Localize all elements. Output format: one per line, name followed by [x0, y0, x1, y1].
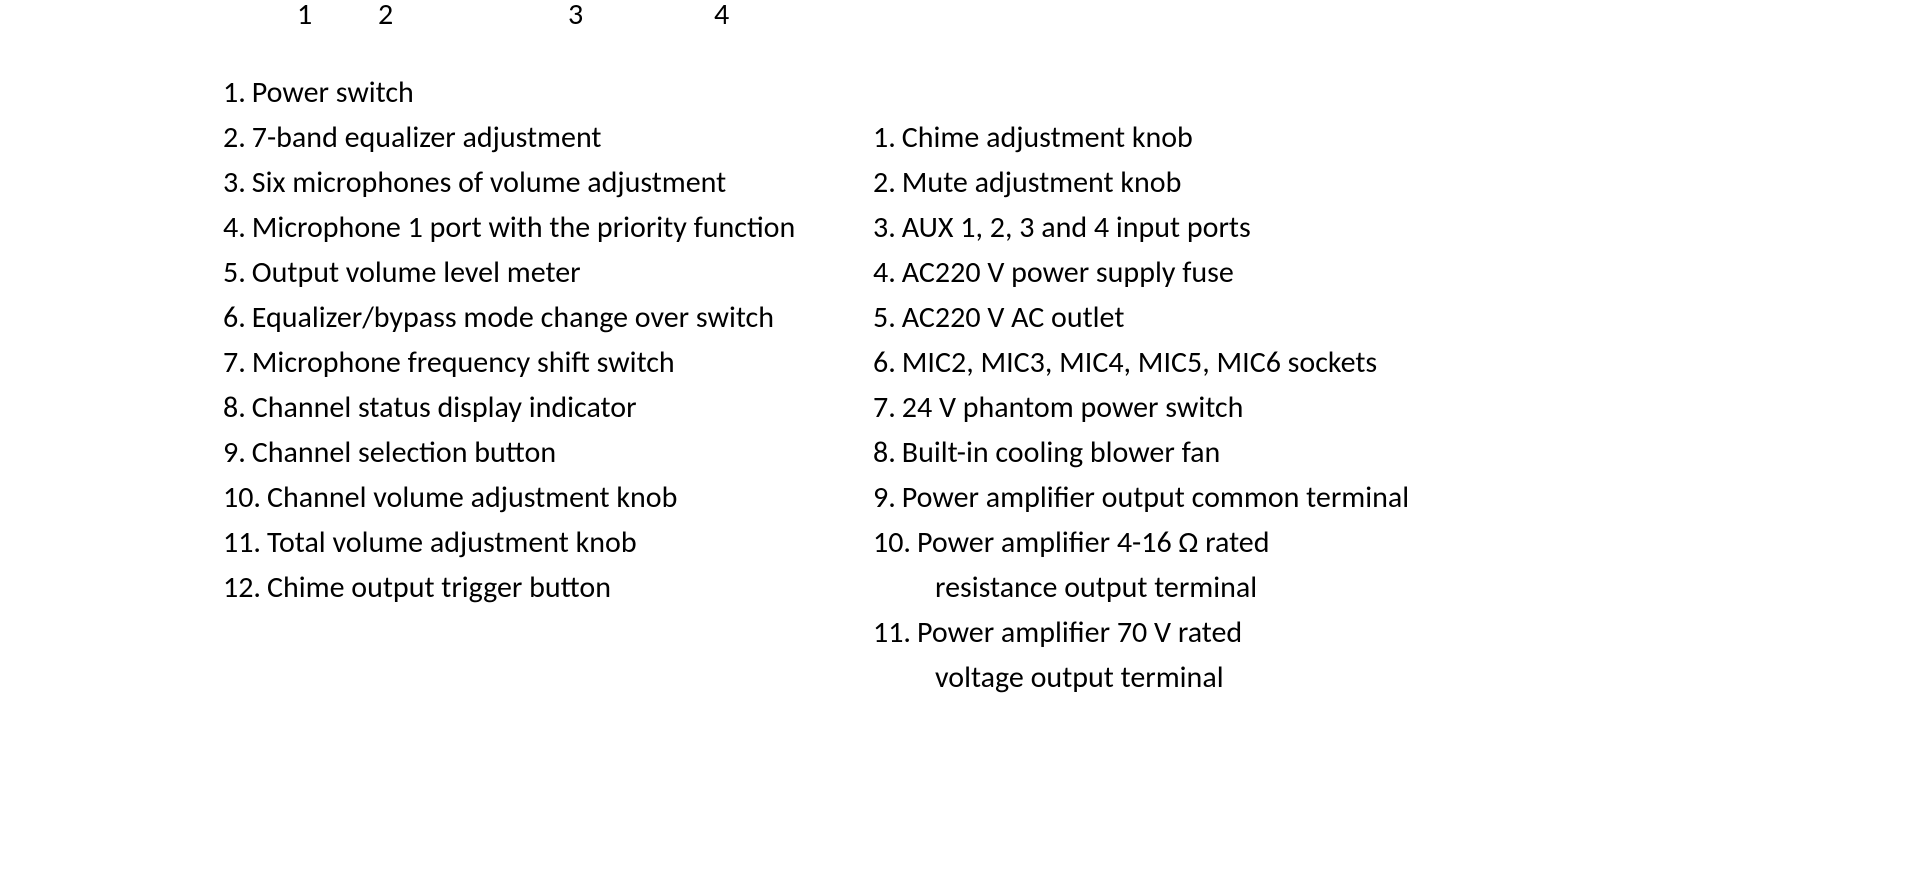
item-number: 4. — [873, 250, 902, 295]
item-text: Mute adjustment knob — [902, 160, 1493, 205]
item-text: Total volume adjustment knob — [267, 520, 843, 565]
list-item: 1. Power switch — [223, 70, 843, 115]
item-number: 8. — [873, 430, 902, 475]
list-item: 5. AC220 V AC outlet — [873, 295, 1493, 340]
item-number: 7. — [873, 385, 902, 430]
item-text: AUX 1, 2, 3 and 4 input ports — [902, 205, 1493, 250]
right-column: 1. Chime adjustment knob 2. Mute adjustm… — [873, 115, 1493, 700]
item-text: Power amplifier 70 V rated — [917, 610, 1493, 655]
list-item: 9. Channel selection button — [223, 430, 843, 475]
item-number: 7. — [223, 340, 252, 385]
item-number: 2. — [223, 115, 252, 160]
list-item: 8. Built-in cooling blower fan — [873, 430, 1493, 475]
item-text: Six microphones of volume adjustment — [252, 160, 843, 205]
list-item: 1. Chime adjustment knob — [873, 115, 1493, 160]
list-item: 3. AUX 1, 2, 3 and 4 input ports — [873, 205, 1493, 250]
item-number: 11. — [223, 520, 267, 565]
list-item: 6. MIC2, MIC3, MIC4, MIC5, MIC6 sockets — [873, 340, 1493, 385]
item-number: 5. — [873, 295, 902, 340]
item-text: MIC2, MIC3, MIC4, MIC5, MIC6 sockets — [902, 340, 1493, 385]
page: 1 2 3 4 1. Power switch 2. 7-band equali… — [0, 0, 1920, 870]
header-number-3: 3 — [568, 0, 583, 30]
item-number: 5. — [223, 250, 252, 295]
item-number: 4. — [223, 205, 252, 250]
list-item: 11. Total volume adjustment knob — [223, 520, 843, 565]
item-text: Channel selection button — [252, 430, 843, 475]
item-text: Microphone 1 port with the priority func… — [252, 205, 843, 250]
item-text-continuation: resistance output terminal — [873, 565, 1493, 610]
list-item: 10. Power amplifier 4-16 Ω rated — [873, 520, 1493, 565]
list-item: 11. Power amplifier 70 V rated — [873, 610, 1493, 655]
item-text: Power switch — [252, 70, 843, 115]
list-item: 8. Channel status display indicator — [223, 385, 843, 430]
item-text: Power amplifier 4-16 Ω rated — [917, 520, 1493, 565]
list-item: 9. Power amplifier output common termina… — [873, 475, 1493, 520]
item-number: 2. — [873, 160, 902, 205]
item-text-continuation: voltage output terminal — [873, 655, 1493, 700]
item-number: 3. — [873, 205, 902, 250]
list-item: 12. Chime output trigger button — [223, 565, 843, 610]
item-text: Built-in cooling blower fan — [902, 430, 1493, 475]
item-number: 11. — [873, 610, 917, 655]
item-number: 6. — [873, 340, 902, 385]
left-column: 1. Power switch 2. 7-band equalizer adju… — [223, 70, 843, 610]
list-item: 2. 7-band equalizer adjustment — [223, 115, 843, 160]
header-number-1: 1 — [297, 0, 312, 30]
item-number: 10. — [873, 520, 917, 565]
item-text: Chime output trigger button — [267, 565, 843, 610]
item-number: 1. — [223, 70, 252, 115]
item-number: 8. — [223, 385, 252, 430]
item-number: 6. — [223, 295, 252, 340]
list-item: 10. Channel volume adjustment knob — [223, 475, 843, 520]
item-number: 1. — [873, 115, 902, 160]
item-number: 10. — [223, 475, 267, 520]
item-number: 12. — [223, 565, 267, 610]
header-number-2: 2 — [378, 0, 393, 30]
item-number: 9. — [223, 430, 252, 475]
header-number-4: 4 — [714, 0, 729, 30]
item-text: AC220 V power supply fuse — [902, 250, 1493, 295]
list-item: 7. 24 V phantom power switch — [873, 385, 1493, 430]
list-item: 6. Equalizer/bypass mode change over swi… — [223, 295, 843, 340]
item-number: 9. — [873, 475, 902, 520]
list-item: 2. Mute adjustment knob — [873, 160, 1493, 205]
item-text: 7-band equalizer adjustment — [252, 115, 843, 160]
item-text: AC220 V AC outlet — [902, 295, 1493, 340]
list-item: 4. AC220 V power supply fuse — [873, 250, 1493, 295]
item-text: Output volume level meter — [252, 250, 843, 295]
item-text: Equalizer/bypass mode change over switch — [252, 295, 843, 340]
item-text: Microphone frequency shift switch — [252, 340, 843, 385]
item-text: Power amplifier output common terminal — [902, 475, 1493, 520]
list-item: 5. Output volume level meter — [223, 250, 843, 295]
list-item: 3. Six microphones of volume adjustment — [223, 160, 843, 205]
list-item: 4. Microphone 1 port with the priority f… — [223, 205, 843, 250]
list-item: 7. Microphone frequency shift switch — [223, 340, 843, 385]
item-text: 24 V phantom power switch — [902, 385, 1493, 430]
item-number: 3. — [223, 160, 252, 205]
item-text: Chime adjustment knob — [902, 115, 1493, 160]
item-text: Channel volume adjustment knob — [267, 475, 843, 520]
item-text: Channel status display indicator — [252, 385, 843, 430]
